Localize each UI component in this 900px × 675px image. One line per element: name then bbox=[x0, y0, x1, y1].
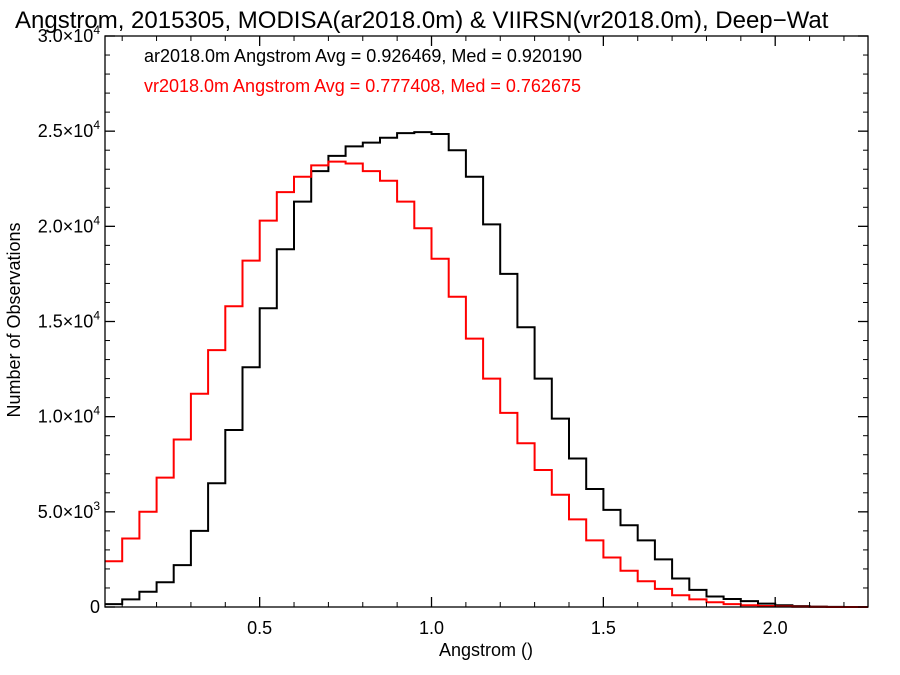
chart-title: Angstrom, 2015305, MODISA(ar2018.0m) & V… bbox=[15, 7, 829, 34]
x-tick-label: 1.0 bbox=[419, 618, 444, 638]
legend-entry-vr2018: vr2018.0m Angstrom Avg = 0.777408, Med =… bbox=[144, 76, 581, 96]
y-axis-label: Number of Observations bbox=[4, 222, 24, 417]
legend: ar2018.0m Angstrom Avg = 0.926469, Med =… bbox=[144, 46, 582, 96]
legend-entry-ar2018: ar2018.0m Angstrom Avg = 0.926469, Med =… bbox=[144, 46, 582, 66]
x-tick-label: 1.5 bbox=[591, 618, 616, 638]
y-tick-label: 2.5×104 bbox=[38, 118, 101, 141]
y-tick-label: 2.0×104 bbox=[38, 213, 101, 236]
x-tick-label: 2.0 bbox=[763, 618, 788, 638]
y-tick-label: 5.0×103 bbox=[38, 499, 101, 522]
y-tick-label: 1.0×104 bbox=[38, 404, 101, 427]
y-tick-label: 0 bbox=[90, 597, 100, 617]
series-line-vr2018-0m bbox=[105, 160, 868, 608]
y-axis-ticks: 0 5.0×103 1.0×104 1.5×104 2.0×104 2.5×104 3.0×… bbox=[38, 23, 868, 617]
y-tick-label: 3.0×104 bbox=[38, 23, 101, 46]
x-axis-ticks: 0.5 1.0 1.5 2.0 bbox=[121, 36, 845, 638]
x-tick-label: 0.5 bbox=[247, 618, 272, 638]
x-axis-label: Angstrom () bbox=[439, 640, 533, 660]
series-line-ar2018-0m bbox=[105, 131, 868, 608]
series-group bbox=[105, 131, 868, 608]
y-tick-label: 1.5×104 bbox=[38, 309, 101, 332]
